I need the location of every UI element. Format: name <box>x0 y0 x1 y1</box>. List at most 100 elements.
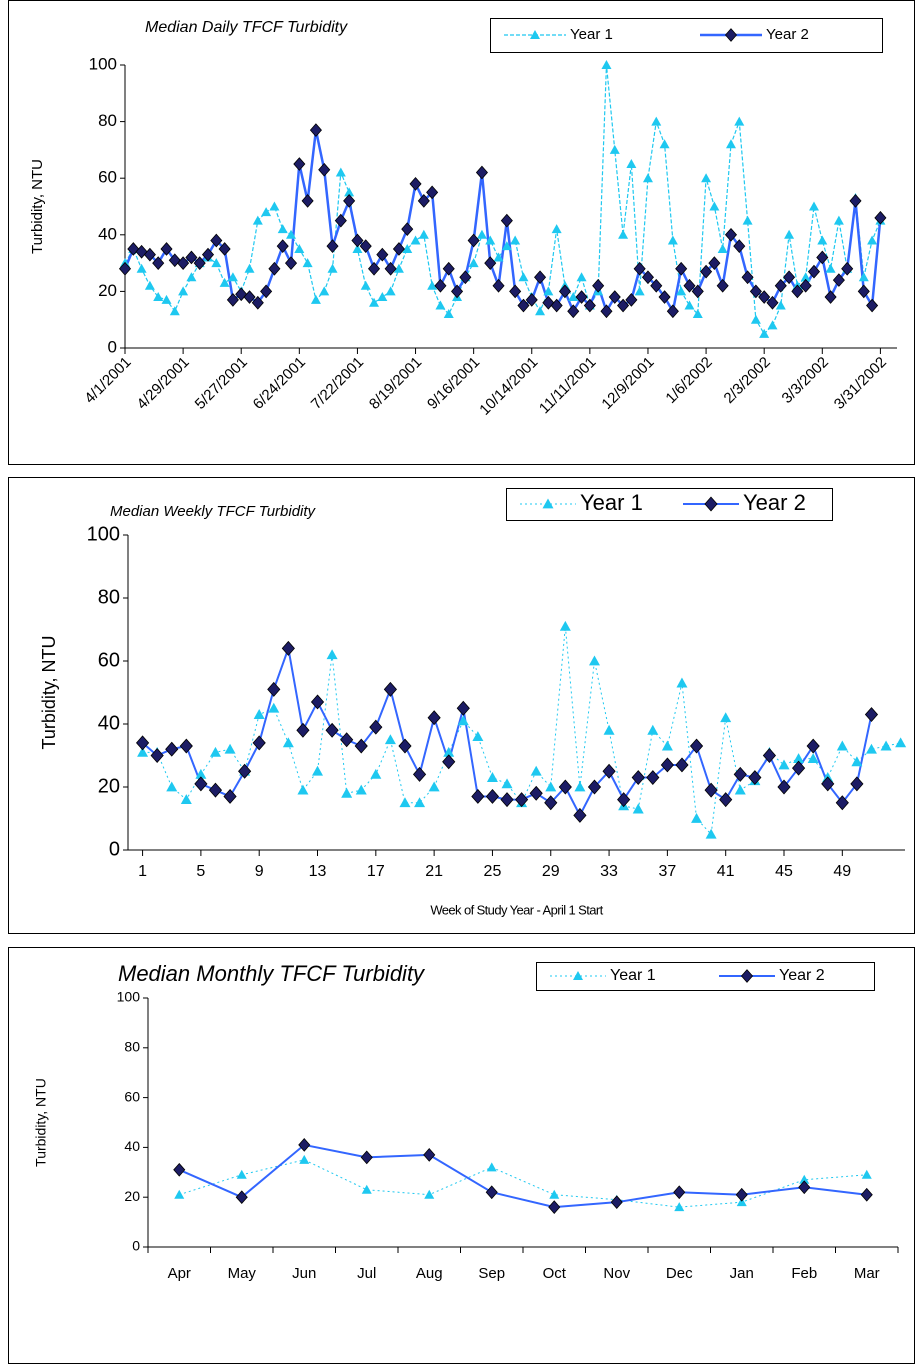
triangle-marker <box>294 243 305 253</box>
diamond-marker <box>517 298 530 313</box>
triangle-marker <box>861 1169 872 1179</box>
diamond-marker <box>484 256 497 270</box>
diamond-marker <box>442 754 456 770</box>
triangle-marker <box>335 167 346 177</box>
diamond-marker <box>807 264 821 279</box>
diamond-marker <box>309 123 322 137</box>
diamond-marker <box>434 278 447 293</box>
triangle-marker <box>277 224 288 234</box>
triangle-marker <box>169 306 180 316</box>
triangle-marker <box>667 235 678 245</box>
y-axis-label: Turbidity, NTU <box>29 159 46 254</box>
triangle-marker <box>326 649 338 660</box>
diamond-marker <box>384 261 397 276</box>
triangle-marker <box>676 286 687 296</box>
diamond-marker <box>573 807 587 823</box>
diamond-marker <box>467 233 480 248</box>
y-axis-label: Turbidity, NTU <box>33 1078 49 1167</box>
triangle-marker <box>759 328 770 338</box>
diamond-marker <box>343 193 356 208</box>
diamond-marker <box>835 795 849 811</box>
diamond-marker <box>724 28 738 42</box>
triangle-marker <box>799 1174 810 1184</box>
triangle-marker <box>576 272 587 282</box>
triangle-marker <box>310 294 321 304</box>
triangle-marker <box>661 740 673 751</box>
diamond-marker <box>849 193 862 208</box>
triangle-marker <box>410 235 421 245</box>
triangle-marker <box>341 787 353 798</box>
triangle-marker <box>833 215 844 225</box>
triangle-marker <box>684 300 695 310</box>
triangle-marker <box>327 263 338 273</box>
triangle-marker <box>742 215 753 225</box>
diamond-marker <box>267 681 281 697</box>
triangle-marker <box>501 778 513 789</box>
triangle-marker <box>153 292 164 302</box>
diamond-marker <box>631 770 645 786</box>
diamond-marker <box>351 233 364 248</box>
diamond-marker <box>798 1180 811 1195</box>
diamond-marker <box>185 250 198 265</box>
diamond-marker <box>223 788 237 804</box>
diamond-marker <box>268 261 281 276</box>
diamond-marker <box>251 295 264 310</box>
triangle-marker <box>282 737 294 748</box>
triangle-marker <box>573 971 583 980</box>
triangle-marker <box>659 139 670 149</box>
triangle-marker <box>858 272 869 282</box>
diamond-marker <box>165 741 179 757</box>
diamond-marker <box>832 273 845 287</box>
diamond-marker <box>298 1138 311 1152</box>
diamond-marker <box>821 776 835 792</box>
triangle-marker <box>224 743 236 754</box>
diamond-marker <box>442 261 455 276</box>
y-tick-label: 40 <box>98 224 117 243</box>
diamond-marker <box>824 290 837 304</box>
legend-box <box>536 962 875 991</box>
diamond-marker <box>492 278 505 293</box>
triangle-marker <box>568 292 579 302</box>
diamond-marker <box>740 969 754 983</box>
diamond-marker <box>367 261 381 276</box>
diamond-marker <box>360 1150 373 1165</box>
y-tick-label: 80 <box>98 586 120 608</box>
triangle-marker <box>253 709 265 719</box>
diamond-marker <box>850 776 864 792</box>
triangle-marker <box>609 144 620 154</box>
diamond-marker <box>456 700 470 716</box>
diamond-marker <box>691 284 704 299</box>
diamond-marker <box>194 776 208 792</box>
x-tick-label: 37 <box>658 863 676 880</box>
diamond-marker <box>160 242 173 256</box>
triangle-marker <box>402 243 413 253</box>
y-tick-label: 80 <box>124 1039 140 1055</box>
diamond-marker <box>592 278 605 293</box>
triangle-marker <box>807 753 819 764</box>
triangle-marker <box>674 1202 685 1212</box>
series-line <box>178 1143 867 1209</box>
diamond-marker <box>558 779 572 795</box>
y-tick-label: 100 <box>89 54 117 73</box>
triangle-marker <box>709 201 720 211</box>
triangle-marker <box>676 677 688 688</box>
triangle-marker <box>418 229 429 239</box>
diamond-marker <box>733 766 747 782</box>
diamond-marker <box>675 757 689 773</box>
x-tick-label: 29 <box>542 863 560 880</box>
diamond-marker <box>459 270 472 285</box>
diamond-marker <box>354 738 368 754</box>
triangle-marker <box>601 60 612 69</box>
chart-title: Median Monthly TFCF Turbidity <box>118 961 426 986</box>
triangle-marker <box>211 258 222 268</box>
triangle-marker <box>545 781 557 792</box>
triangle-marker <box>136 263 147 273</box>
triangle-marker <box>180 794 192 804</box>
diamond-marker <box>238 763 252 779</box>
legend-label: Year 2 <box>766 26 809 43</box>
triangle-marker <box>252 215 263 225</box>
triangle-marker <box>825 263 836 273</box>
diamond-marker <box>610 1195 623 1210</box>
triangle-marker <box>236 1169 247 1179</box>
